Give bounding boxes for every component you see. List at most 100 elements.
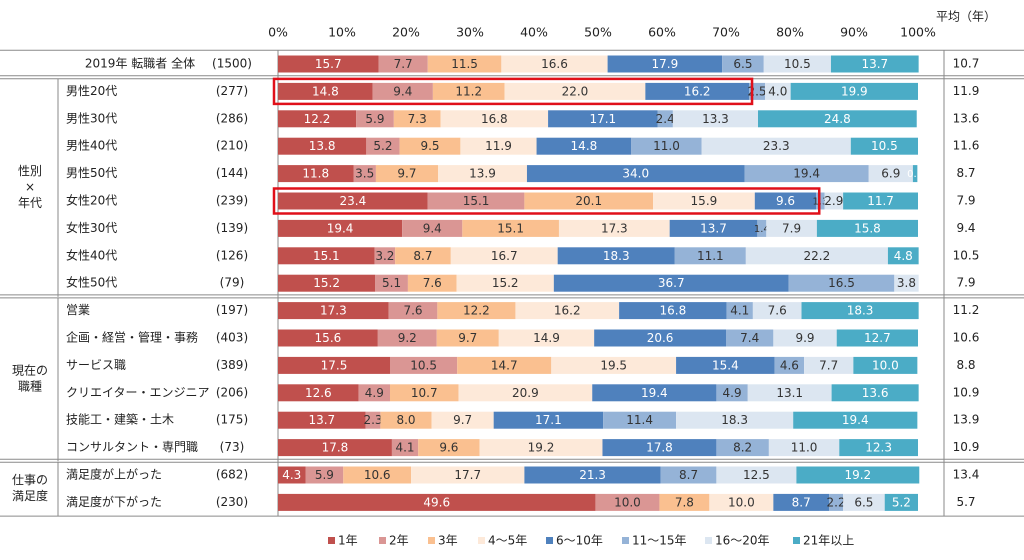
- row-average: 11.2: [953, 303, 980, 317]
- data-label: 36.7: [658, 276, 685, 290]
- data-label: 17.5: [321, 358, 348, 372]
- row-label: 女性50代: [66, 275, 117, 290]
- highlight-box: [272, 77, 754, 106]
- bar-segment: [831, 384, 919, 402]
- data-label: 15.1: [463, 194, 490, 208]
- data-label: 8.0: [396, 413, 415, 427]
- data-label: 1.4: [754, 224, 770, 235]
- x-tick-label: 100%: [900, 25, 936, 40]
- group-label: 仕事の: [12, 473, 48, 487]
- data-label: 5.9: [315, 468, 334, 482]
- bar-segment: [278, 274, 376, 292]
- data-label: 13.9: [469, 167, 496, 181]
- bar-segment: [830, 55, 919, 73]
- bar-segment: [758, 110, 917, 128]
- bar-segment: [726, 302, 753, 320]
- row-sample-size: (126): [216, 248, 248, 262]
- data-label: 19.9: [841, 84, 868, 98]
- data-label: 4.9: [365, 386, 384, 400]
- bar-segment: [390, 356, 458, 374]
- row-label: 男性40代: [66, 139, 117, 153]
- bar-segment: [766, 219, 817, 237]
- data-label: 2.9: [824, 194, 843, 208]
- bar-segment: [716, 384, 748, 402]
- data-label: 4.8: [894, 249, 913, 263]
- data-label: 16.5: [828, 276, 855, 290]
- x-tick-label: 40%: [520, 25, 548, 40]
- row-sample-size: (144): [216, 166, 248, 180]
- data-label: 7.4: [740, 331, 759, 345]
- row-average: 7.9: [956, 194, 975, 208]
- bar-segment: [278, 137, 367, 155]
- bar-segment: [709, 493, 774, 511]
- legend-swatch: [622, 537, 629, 544]
- bar-segment: [526, 165, 745, 183]
- bar-segment: [745, 247, 888, 265]
- bar-segment: [768, 439, 840, 457]
- bar-segment: [894, 274, 919, 292]
- bar-segment: [391, 439, 419, 457]
- row-sample-size: (210): [216, 139, 248, 153]
- data-label: 9.6: [439, 441, 458, 455]
- data-label: 17.9: [652, 57, 679, 71]
- data-label: 11.2: [455, 84, 482, 98]
- data-label: 15.6: [315, 331, 342, 345]
- row-label: 2019年 転職者 全体: [85, 56, 195, 71]
- bar-segment: [801, 302, 919, 320]
- data-label: 12.5: [743, 468, 770, 482]
- bar-segment: [816, 219, 918, 237]
- data-label: 13.7: [861, 57, 888, 71]
- bar-segment: [278, 219, 403, 237]
- data-label: 9.4: [423, 221, 442, 235]
- legend-label: 6～10年: [556, 534, 603, 548]
- group-label: 現在の: [12, 364, 48, 378]
- bar-segment: [645, 82, 750, 100]
- row-sample-size: (79): [220, 276, 245, 290]
- data-label: 10.5: [784, 57, 811, 71]
- bar-segment: [722, 55, 764, 73]
- data-label: 9.2: [398, 331, 417, 345]
- data-label: 14.7: [491, 358, 518, 372]
- data-label: 11.5: [451, 57, 478, 71]
- data-label: 7.6: [768, 304, 787, 318]
- data-label: 23.3: [763, 139, 790, 153]
- bar-segment: [504, 82, 646, 100]
- bar-segment: [378, 55, 428, 73]
- data-label: 10.6: [364, 468, 391, 482]
- bar-segment: [457, 356, 552, 374]
- data-label: 11.0: [791, 441, 818, 455]
- bar-segment: [726, 329, 774, 347]
- data-label: 13.3: [702, 112, 729, 126]
- bar-segment: [747, 384, 832, 402]
- row-label: 技能工・建築・土木: [66, 412, 174, 427]
- data-label: 10.7: [411, 386, 438, 400]
- bar-segment: [402, 219, 463, 237]
- data-label: 15.9: [691, 194, 718, 208]
- bar-segment: [716, 439, 769, 457]
- data-label: 19.4: [793, 167, 820, 181]
- data-label: 19.2: [528, 441, 555, 455]
- legend-label: 4～5年: [488, 534, 527, 548]
- bar-segment: [431, 411, 494, 429]
- data-label: 4.0: [768, 84, 787, 98]
- bar-segment: [501, 55, 608, 73]
- bar-segment: [278, 356, 390, 374]
- bar-segment: [548, 110, 658, 128]
- bar-segment: [884, 493, 918, 511]
- data-label: 22.0: [562, 84, 589, 98]
- row-sample-size: (73): [220, 440, 245, 454]
- data-label: 13.6: [862, 386, 889, 400]
- data-label: 4.6: [780, 358, 799, 372]
- bar-segment: [479, 439, 603, 457]
- data-label: 2.2: [827, 495, 846, 509]
- data-label: 10.5: [410, 358, 437, 372]
- bar-segment: [657, 110, 673, 128]
- bar-segment: [701, 137, 851, 155]
- x-tick-label: 50%: [584, 25, 612, 40]
- data-label: 9.7: [458, 331, 477, 345]
- bar-segment: [278, 55, 379, 73]
- data-label: 18.3: [721, 413, 748, 427]
- group-label: 年代: [18, 196, 42, 210]
- row-average: 5.7: [956, 495, 975, 509]
